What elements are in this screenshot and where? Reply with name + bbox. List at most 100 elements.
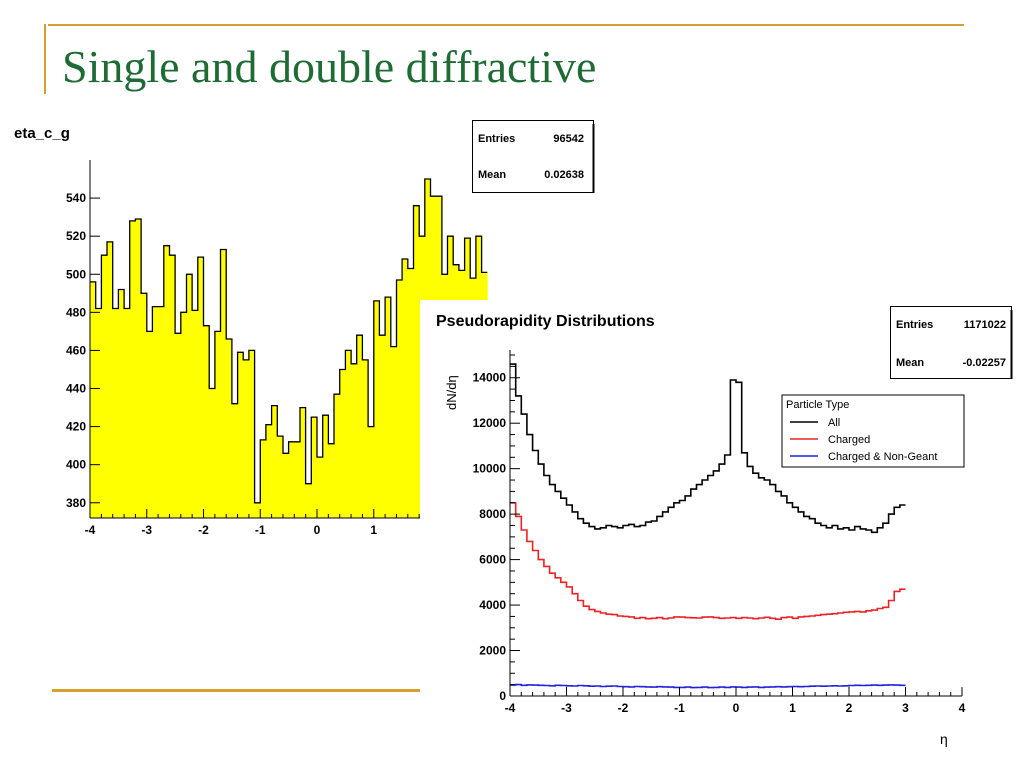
chart2-x-tick-label: -1: [674, 701, 685, 715]
histogram-bar: [328, 443, 335, 518]
stats2-entries-value: 1171022: [964, 319, 1006, 331]
chart1-y-tick-label: 540: [66, 191, 86, 205]
histogram-bar: [231, 403, 238, 518]
histogram-bar: [379, 335, 386, 518]
histogram-bar: [260, 439, 267, 518]
histogram-bar: [141, 293, 148, 518]
histogram-bar: [282, 453, 290, 518]
stats1-mean-label: Mean: [478, 169, 506, 181]
legend-label-all: All: [828, 417, 840, 429]
chart2-xlabel: η: [940, 731, 948, 747]
histogram-bar: [334, 394, 341, 518]
chart1-x-tick-label: -2: [198, 523, 209, 537]
histogram-bar: [186, 274, 193, 518]
stats2-mean-label: Mean: [896, 357, 924, 369]
histogram-bar: [311, 417, 318, 518]
histogram-bar: [197, 257, 204, 518]
histogram-bar: [277, 436, 284, 518]
chart2-x-tick-label: 0: [733, 701, 740, 715]
legend-title: Particle Type: [786, 399, 849, 411]
stats2-mean-value: -0.02257: [963, 357, 1006, 369]
histogram-bar: [180, 312, 187, 518]
chart1-x-tick-label: 1: [370, 523, 377, 537]
chart1-y-tick-label: 420: [66, 420, 86, 434]
chart2-series: [510, 363, 906, 689]
histogram-bar: [135, 219, 142, 518]
legend-label-non-geant: Charged & Non-Geant: [828, 451, 937, 463]
histogram-bar: [396, 279, 403, 518]
chart2-y-tick-label: 10000: [473, 462, 507, 476]
histogram-bar: [169, 255, 176, 518]
histogram-bar: [158, 306, 165, 518]
histogram-bar: [118, 289, 125, 518]
histogram-bar: [339, 369, 346, 518]
histogram-bar: [192, 310, 199, 518]
histogram-bar: [237, 352, 244, 518]
histogram-bar: [163, 245, 170, 519]
histogram-bar: [271, 405, 278, 518]
chart1-stats-box: Entries 96542 Mean 0.02638: [472, 120, 595, 193]
histogram-bar: [107, 241, 114, 518]
histogram-bar: [243, 359, 250, 518]
histogram-bar: [390, 346, 397, 518]
chart1-y-tick-label: 500: [66, 267, 86, 281]
chart2-y-tick-label: 14000: [473, 371, 507, 385]
chart1-x-tick-label: 0: [314, 523, 321, 537]
series-line-0: [510, 363, 906, 534]
chart1-y-tick-label: 380: [66, 496, 86, 510]
chart2-x-tick-label: 4: [959, 701, 966, 715]
chart1-title: eta_c_g: [14, 125, 70, 142]
histogram-bar: [322, 415, 329, 518]
histogram-bar: [356, 335, 363, 518]
legend-label-charged: Charged: [828, 434, 870, 446]
chart2-y-tick-label: 2000: [479, 644, 506, 658]
histogram-bar: [209, 388, 216, 518]
histogram-bar: [203, 325, 210, 518]
histogram-bar: [175, 333, 182, 518]
histogram-bar: [220, 249, 227, 518]
chart2-x-tick-label: -2: [618, 701, 629, 715]
series-line-1: [510, 502, 906, 620]
histogram-bar: [402, 259, 409, 518]
chart2-axes: 0 2000 4000 6000 8000 10000 12000 14000 -4 -3 -2 -1…: [473, 350, 966, 715]
histogram-bar: [248, 350, 255, 518]
stats-box2-frame: [890, 306, 1012, 379]
stats-box-frame: [472, 120, 594, 193]
footer-rule: [52, 689, 422, 692]
chart1-y-tick-label: 400: [66, 458, 86, 472]
histogram-bar: [294, 441, 301, 518]
histogram-bar: [129, 220, 136, 519]
histogram-bar: [345, 350, 352, 518]
chart1-y-tick-label: 460: [66, 343, 86, 357]
chart2-ylabel: dN/dη: [444, 375, 459, 410]
pseudorapidity-chart: Pseudorapidity Distributions dN/dη 0 2000…: [420, 300, 1024, 760]
histogram-bar: [254, 502, 261, 518]
slide-title: Single and double diffractive: [62, 41, 597, 92]
histogram-bar: [368, 426, 375, 518]
chart1-x-tick-label: -3: [141, 523, 152, 537]
chart2-stats-box: Entries 1171022 Mean -0.02257: [890, 306, 1013, 379]
histogram-bar: [351, 363, 358, 518]
chart1-axes: 380 400 420 440 460 480 500 520 540 -4 -3 -2 -1 0 1: [66, 160, 560, 537]
chart2-y-tick-label: 12000: [473, 416, 507, 430]
chart1-y-tick-label: 480: [66, 305, 86, 319]
histogram-outline: [90, 178, 488, 504]
stats1-mean-value: 0.02638: [544, 169, 584, 181]
chart2-x-tick-label: -4: [505, 701, 516, 715]
chart2-y-tick-label: 0: [499, 689, 506, 703]
histogram-bar: [385, 297, 392, 518]
histogram-bar: [407, 268, 414, 518]
title-rule-left: [44, 24, 46, 94]
histogram-bar: [305, 483, 312, 518]
chart2-y-tick-label: 8000: [479, 507, 506, 521]
histogram-bar: [112, 308, 119, 518]
histogram-bar: [317, 457, 324, 518]
histogram-bar: [152, 306, 159, 518]
chart2-x-tick-label: -3: [561, 701, 572, 715]
histogram-bar: [265, 424, 272, 518]
chart2-title: Pseudorapidity Distributions: [436, 313, 655, 330]
chart2-y-tick-label: 6000: [479, 553, 506, 567]
stats1-entries-value: 96542: [553, 133, 584, 145]
histogram-bar: [299, 407, 307, 518]
histogram-bar: [146, 331, 153, 518]
